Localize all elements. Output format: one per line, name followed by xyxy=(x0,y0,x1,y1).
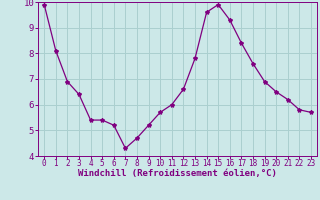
X-axis label: Windchill (Refroidissement éolien,°C): Windchill (Refroidissement éolien,°C) xyxy=(78,169,277,178)
